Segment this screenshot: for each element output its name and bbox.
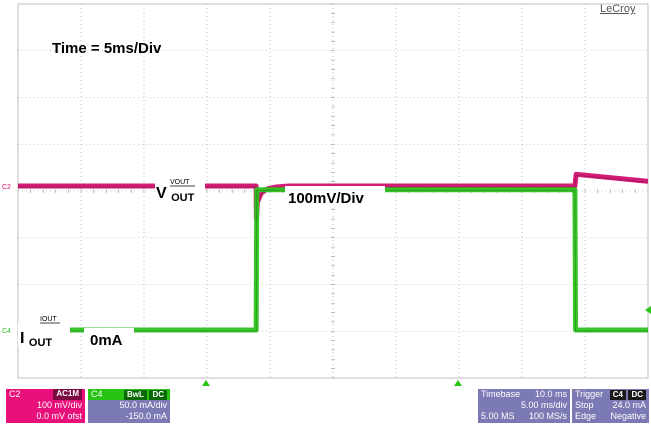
vout-scale-bg [285, 186, 385, 206]
iout-small-label: IOUT [40, 316, 57, 323]
c2-scale: 100 mV/div [36, 400, 82, 410]
iout-label-bg [18, 322, 70, 346]
vout-label: V OUT [156, 185, 195, 204]
c4-offset: -150.0 mA [125, 411, 167, 421]
traces [18, 171, 649, 333]
trigger-label: Trigger [575, 389, 604, 399]
timebase-sample-rate: 100 MS/s [528, 411, 567, 421]
trigger-panel[interactable]: Trigger C4 DC Stop 24.0 mA Edge Negative [572, 389, 649, 423]
c2-descriptor-panel[interactable]: C2 AC1M 100 mV/div 0.0 mV ofst [6, 389, 85, 423]
c4-scale: 50.0 mA/div [119, 400, 167, 410]
vout-label-main: V [156, 185, 167, 202]
time-per-div-annotation: Time = 5ms/Div [52, 40, 162, 57]
c2-ground-marker: C2 [2, 184, 11, 191]
vout-label-bg [155, 177, 205, 199]
timebase-per-div: 5.00 ms/div [520, 400, 567, 410]
trigger-slope: Negative [610, 411, 646, 421]
c2-panel-name: C2 [9, 389, 21, 399]
c4-descriptor-panel[interactable]: C4 BwL DC 50.0 mA/div -150.0 mA [88, 389, 170, 423]
c4-ground-marker: C4 [2, 328, 11, 335]
trigger-mode: Stop [575, 400, 594, 410]
iout-label: I OUT [20, 330, 52, 349]
c4-coupling-tag: DC [149, 390, 167, 400]
trace-iout-noise [18, 190, 648, 332]
iout-zero-bg [84, 328, 134, 348]
trigger-source-tag: C4 [609, 390, 626, 400]
trigger-level-arrow [645, 306, 651, 314]
trigger-level: 24.0 mA [612, 400, 646, 410]
channel-markers: C2 C4 [2, 184, 11, 335]
iout-label-sub: OUT [29, 337, 53, 349]
vout-scale-annotation: 100mV/Div [288, 190, 365, 207]
trigger-type: Edge [575, 411, 597, 421]
iout-zero-annotation: 0mA [90, 332, 123, 349]
c2-offset: 0.0 mV ofst [36, 411, 82, 421]
vout-label-sub: OUT [171, 192, 195, 204]
c4-bwl-tag: BwL [124, 390, 147, 400]
timebase-delay: 10.0 ms [534, 389, 567, 399]
grid-frame [17, 3, 649, 379]
vout-small-label: VOUT [170, 179, 190, 186]
lecroy-logo: LeCroy [600, 3, 636, 15]
trigger-coupling-tag: DC [628, 390, 646, 400]
c4-panel-name: C4 [91, 389, 103, 399]
timebase-panel[interactable]: Timebase 10.0 ms 5.00 ms/div 5.00 MS 100… [478, 389, 570, 423]
trace-iout [18, 187, 648, 333]
timebase-memory: 5.00 MS [481, 411, 515, 421]
c2-coupling-tag: AC1M [53, 389, 82, 400]
trigger-delay-arrow-right [454, 380, 462, 386]
trigger-delay-arrow-left [202, 380, 210, 386]
timebase-label: Timebase [481, 389, 521, 399]
iout-label-main: I [20, 330, 24, 347]
